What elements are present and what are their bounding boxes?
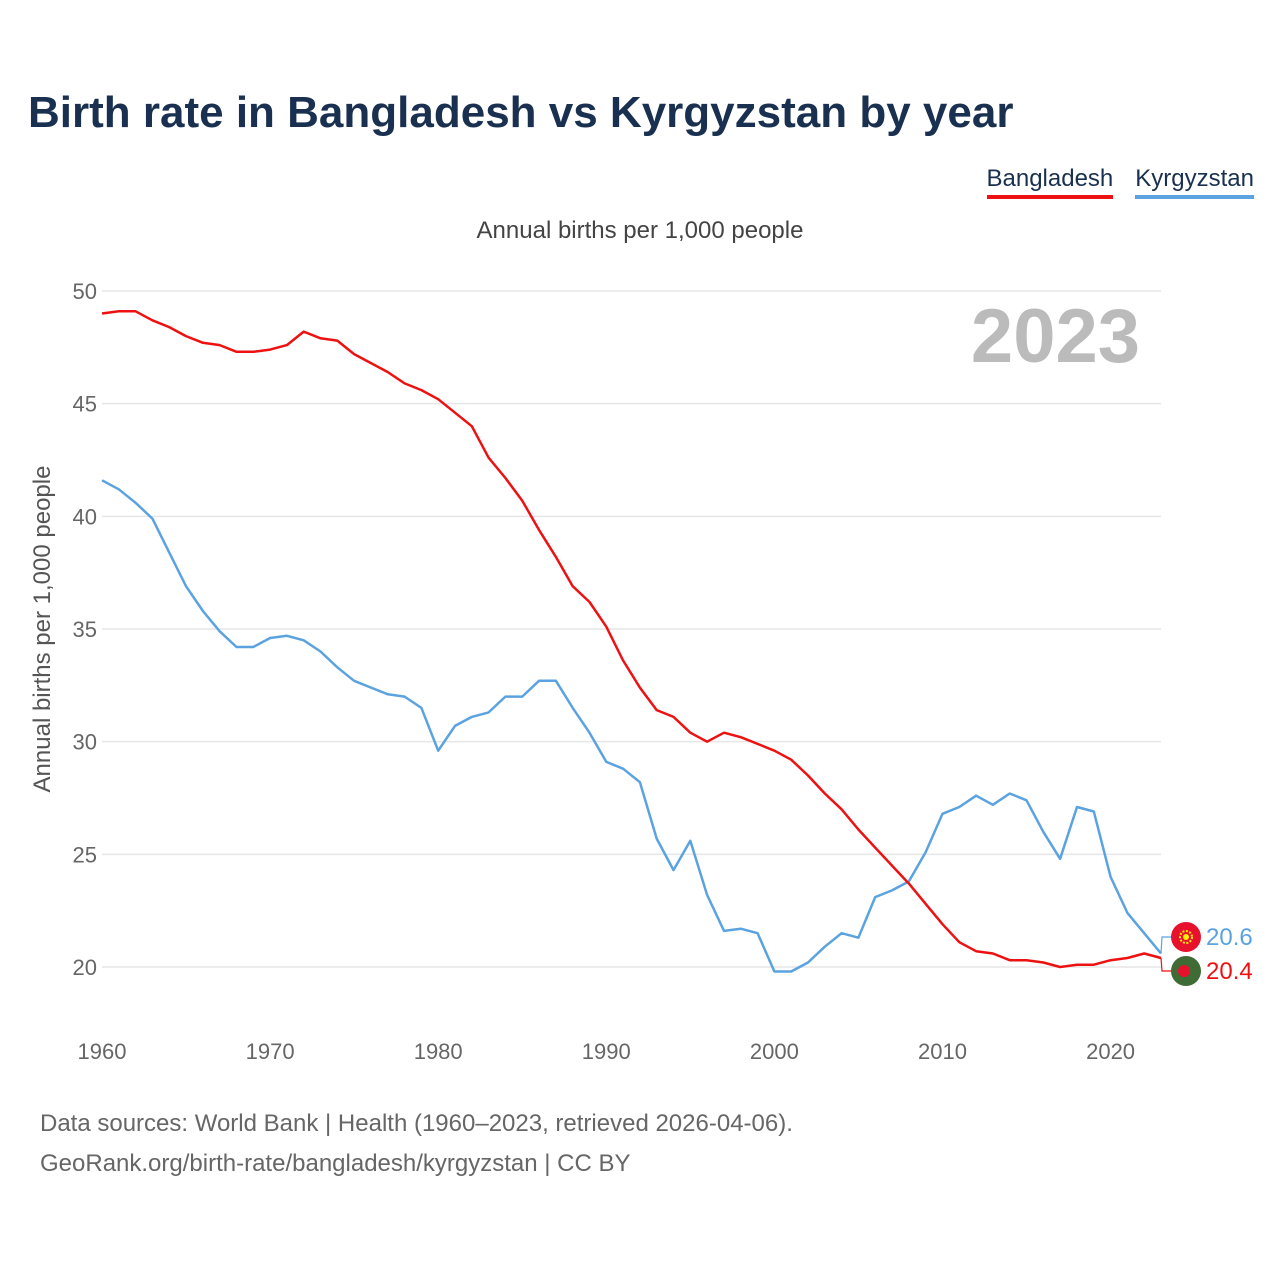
series-line-bangladesh[interactable] (101, 310, 1162, 969)
gridlines (102, 290, 1161, 968)
y-axis-ticks: 20 25 30 35 40 45 50 (73, 279, 97, 980)
y-tick-45: 45 (73, 392, 97, 417)
connector-kyrgyzstan (1160, 936, 1172, 954)
y-tick-40: 40 (73, 504, 97, 529)
end-markers: 20.6 20.4 (1160, 922, 1253, 986)
legend: Bangladesh Kyrgyzstan (986, 165, 1254, 199)
x-tick-1960: 1960 (78, 1039, 127, 1064)
end-label-bangladesh: 20.4 (1206, 958, 1253, 985)
chart-subtitle: Annual births per 1,000 people (476, 217, 804, 244)
x-tick-2000: 2000 (750, 1039, 799, 1064)
series-line-kyrgyzstan[interactable] (101, 479, 1162, 973)
footer-link[interactable]: GeoRank.org/birth-rate/bangladesh/kyrgyz… (40, 1150, 631, 1177)
series-lines (101, 310, 1162, 973)
x-tick-2010: 2010 (918, 1039, 967, 1064)
flag-sun-rays (1179, 930, 1193, 944)
y-axis-label: Annual births per 1,000 people (29, 466, 56, 793)
footer: Data sources: World Bank | Health (1960–… (40, 1104, 793, 1184)
flag-disc (1178, 965, 1190, 977)
x-tick-1990: 1990 (582, 1039, 631, 1064)
footer-sources: Data sources: World Bank | Health (1960–… (40, 1110, 793, 1137)
x-tick-2020: 2020 (1086, 1039, 1135, 1064)
legend-item-kyrgyzstan[interactable]: Kyrgyzstan (1135, 165, 1254, 199)
y-tick-50: 50 (73, 279, 97, 304)
x-tick-1970: 1970 (246, 1039, 295, 1064)
connector-bangladesh (1160, 957, 1172, 972)
legend-item-bangladesh[interactable]: Bangladesh (986, 165, 1114, 199)
y-tick-20: 20 (73, 955, 97, 980)
y-tick-30: 30 (73, 730, 97, 755)
x-axis-ticks: 1960 1970 1980 1990 2000 2010 2020 (78, 1039, 1136, 1064)
y-tick-35: 35 (73, 617, 97, 642)
x-tick-1980: 1980 (414, 1039, 463, 1064)
year-watermark: 2023 (971, 294, 1140, 379)
flag-sun (1183, 934, 1189, 940)
y-tick-25: 25 (73, 842, 97, 867)
end-label-kyrgyzstan: 20.6 (1206, 924, 1253, 951)
chart-title: Birth rate in Bangladesh vs Kyrgyzstan b… (28, 88, 1014, 137)
